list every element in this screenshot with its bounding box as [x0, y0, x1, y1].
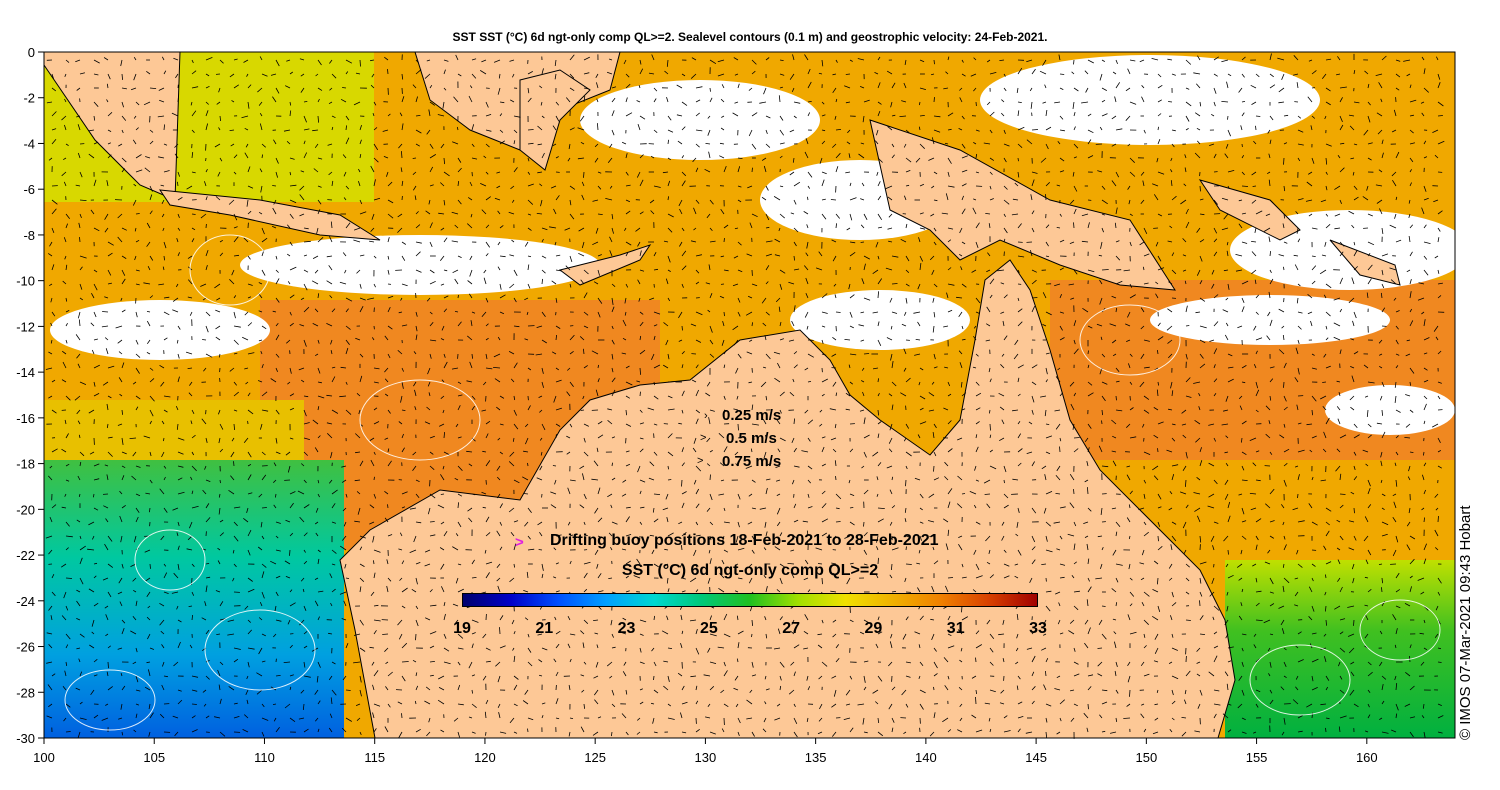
x-tick-label: 100: [33, 750, 55, 765]
y-tick-label: -2: [23, 91, 35, 106]
buoy-marker-icon: >: [515, 534, 524, 551]
colorbar-tick-label: 27: [782, 620, 801, 637]
x-tick-label: 130: [695, 750, 717, 765]
timor: [558, 244, 652, 286]
x-tick-label: 120: [474, 750, 496, 765]
y-tick-label: -14: [16, 365, 35, 380]
velocity-legend-05: 0.5 m/s: [726, 430, 777, 447]
plot-frame: [43, 51, 1456, 739]
buoy-legend-label: Drifting buoy positions 18-Feb-2021 to 2…: [550, 532, 939, 549]
colorbar-tick-label: 29: [864, 620, 883, 637]
new-guinea: [869, 119, 1176, 291]
colorbar-tick-label: 31: [946, 620, 965, 637]
yellow-band-west: [44, 400, 304, 470]
y-tick-label: -24: [16, 594, 35, 609]
y-tick-label: -22: [16, 548, 35, 563]
java: [158, 189, 381, 241]
x-tick-label: 105: [143, 750, 165, 765]
y-tick-label: -10: [16, 274, 35, 289]
y-tick-label: -30: [16, 731, 35, 746]
colorbar-tick-label: 21: [535, 620, 554, 637]
velocity-vectors: [45, 53, 1445, 739]
y-tick-label: -6: [23, 182, 35, 197]
chart-title: SST SST (°C) 6d ngt-only comp QL>=2. Sea…: [452, 30, 1048, 44]
x-tick-label: 155: [1246, 750, 1268, 765]
cool-water-southeast: [1225, 560, 1455, 738]
land: [43, 51, 1401, 739]
sulawesi: [519, 69, 591, 171]
y-tick-label: -4: [23, 136, 35, 151]
x-tick-label: 115: [364, 750, 385, 765]
colorbar-tick-label: 25: [699, 620, 718, 637]
x-tick-label: 135: [805, 750, 827, 765]
x-tick-label: 125: [584, 750, 606, 765]
x-axis: 100 105 110 115 120 125 130 135 140 145 150 155 160: [33, 738, 1378, 765]
y-tick-label: 0: [28, 45, 35, 60]
y-tick-label: -28: [16, 685, 35, 700]
new-britain: [1198, 179, 1301, 241]
y-tick-label: -16: [16, 411, 35, 426]
cool-water-southwest: [44, 460, 344, 738]
colorbar-tick-label: 33: [1029, 620, 1047, 637]
y-tick-label: -18: [16, 457, 35, 472]
y-tick-label: -26: [16, 640, 35, 655]
velocity-legend-025: 0.25 m/s: [722, 407, 782, 424]
velocity-arrow-icon: ›: [704, 410, 708, 422]
cloud-patches: [50, 55, 1470, 435]
velocity-arrow-icon: >: [700, 432, 707, 444]
y-tick-label: -20: [16, 502, 35, 517]
sealevel-contours: [64, 234, 1441, 731]
australia: [339, 259, 1236, 739]
velocity-legend-075: 0.75 m/s: [722, 453, 782, 470]
x-tick-label: 140: [915, 750, 937, 765]
colorbar-tick-label: 19: [453, 620, 471, 637]
x-tick-label: 160: [1356, 750, 1378, 765]
y-axis: 0 -2 -4 -6 -8 -10 -12 -14 -16 -18 -20 -22 -24 -26 -28 -…: [16, 45, 44, 746]
x-tick-label: 145: [1025, 750, 1047, 765]
credit-text: © IMOS 07-Mar-2021 09:43 Hobart: [1457, 505, 1474, 741]
colorbar-title: SST (°C) 6d ngt-only comp QL>=2: [621, 562, 879, 579]
colorbar: [462, 593, 1038, 607]
y-tick-label: -8: [23, 228, 35, 243]
colorbar-tick-label: 23: [617, 620, 636, 637]
y-tick-label: -12: [16, 319, 35, 334]
x-tick-label: 110: [254, 750, 275, 765]
velocity-arrow-icon: >: [697, 455, 704, 467]
x-tick-label: 150: [1135, 750, 1157, 765]
